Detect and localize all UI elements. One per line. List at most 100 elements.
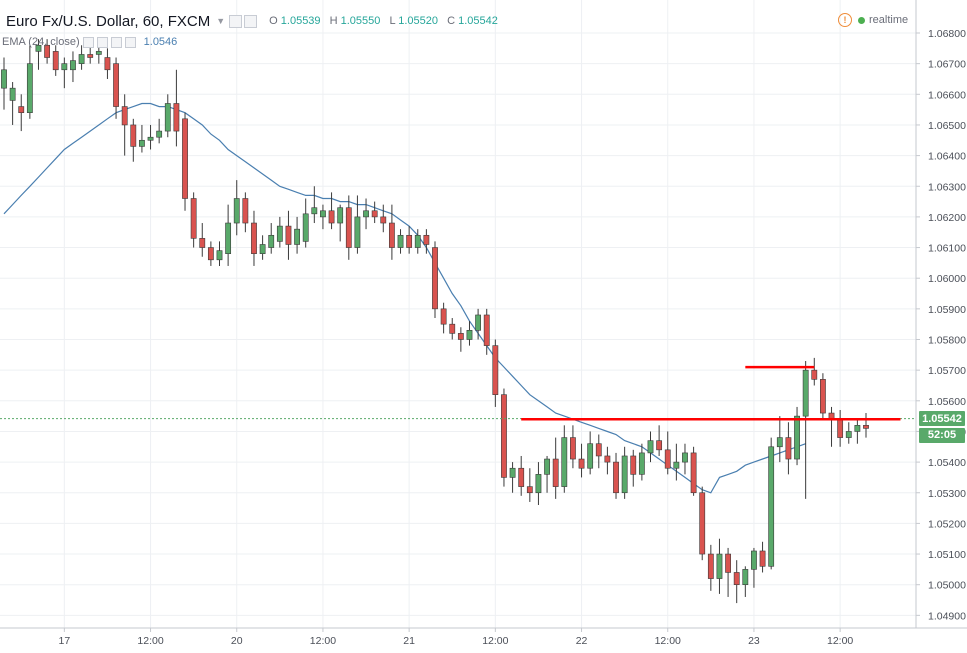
candle: [475, 308, 481, 340]
candle-body: [518, 467, 525, 487]
candle-body: [9, 87, 16, 101]
candle: [440, 302, 447, 334]
candle: [483, 308, 490, 355]
candle-body: [794, 415, 800, 460]
candle-body: [733, 572, 740, 586]
candle-body: [302, 213, 309, 242]
candle-body: [285, 225, 292, 245]
candle-body: [742, 569, 749, 585]
add-icon[interactable]: [110, 36, 122, 48]
candle-body: [725, 553, 731, 573]
warning-icon[interactable]: !: [838, 13, 852, 27]
x-tick-label: 20: [231, 635, 243, 647]
candle: [811, 357, 818, 386]
candle-body: [630, 455, 637, 475]
candle: [294, 216, 300, 254]
candle: [337, 204, 344, 242]
candle: [682, 443, 688, 475]
candle-body: [561, 437, 568, 487]
ohlc-readout: O 1.05539 H 1.05550 L 1.05520 C 1.05542: [269, 15, 498, 27]
candle-body: [156, 130, 163, 138]
candle: [388, 204, 395, 260]
candle-body: [457, 333, 464, 340]
y-tick-label: 1.05600: [928, 396, 966, 408]
candle-body: [552, 458, 559, 487]
candle-body: [164, 103, 171, 132]
candle-body: [621, 455, 628, 494]
candle-body: [190, 198, 197, 239]
candle: [104, 48, 111, 79]
candle: [345, 195, 352, 260]
grid: [0, 0, 916, 628]
open-label: O: [269, 15, 278, 27]
candle-body: [656, 440, 663, 451]
candle: [423, 229, 430, 254]
candle: [233, 180, 240, 236]
candle-body: [638, 452, 645, 475]
y-tick-label: 1.05400: [928, 457, 966, 469]
candle-body: [845, 431, 852, 438]
candle: [656, 425, 663, 456]
time-axis[interactable]: 17 12:00 20 12:00 21 12:00 22 12:00 23 12:00: [58, 628, 853, 647]
candle: [276, 216, 283, 248]
candle-body: [104, 57, 111, 71]
indicator-label[interactable]: EMA (24, close): [2, 36, 80, 48]
chevron-down-icon[interactable]: ▼: [216, 16, 226, 26]
candle-body: [423, 234, 430, 245]
settings-icon[interactable]: [96, 36, 108, 48]
y-tick-label: 1.06500: [928, 120, 966, 132]
candle: [242, 192, 249, 233]
candle-body: [526, 486, 533, 494]
candle-body: [78, 54, 85, 64]
close-icon[interactable]: [124, 36, 136, 48]
candle-body: [802, 369, 809, 417]
price-axis[interactable]: 1.06800 1.06700 1.06600 1.06500 1.06400 1.063…: [916, 28, 966, 622]
candle-body: [768, 446, 775, 567]
candle: [535, 462, 542, 506]
candle: [707, 544, 714, 591]
y-tick-label: 1.05700: [928, 365, 966, 377]
candle: [35, 39, 42, 70]
candle: [854, 419, 861, 444]
candle: [9, 82, 16, 125]
settings-icon[interactable]: [229, 14, 243, 28]
y-tick-label: 1.05300: [928, 488, 966, 500]
candle: [190, 192, 197, 248]
close-value: 1.05542: [458, 15, 498, 27]
close-label: C: [447, 15, 456, 27]
candle: [52, 45, 59, 76]
last-price-tag: 1.05542: [919, 411, 965, 427]
y-tick-label: 1.05200: [928, 518, 966, 530]
candle-body: [44, 44, 50, 58]
realtime-label: realtime: [869, 14, 909, 26]
candle: [130, 118, 137, 162]
y-tick-label: 1.06200: [928, 212, 966, 224]
candle-body: [242, 198, 249, 224]
candle-body: [509, 467, 516, 478]
candle-body: [432, 247, 438, 310]
y-tick-label: 1.06000: [928, 273, 966, 285]
candle-body: [544, 458, 550, 475]
status-dot-icon: [858, 16, 865, 24]
symbol-title[interactable]: Euro Fx/U.S. Dollar, 60, FXCM: [6, 12, 211, 30]
candle: [561, 425, 568, 493]
candle-body: [113, 63, 119, 107]
candle: [845, 422, 852, 444]
candle-body: [61, 63, 68, 71]
candle-body: [147, 136, 154, 141]
candle-body: [492, 345, 499, 395]
candle: [725, 547, 731, 597]
y-tick-label: 1.05000: [928, 580, 966, 592]
high-value: 1.05550: [340, 15, 381, 27]
y-tick-label: 1.04900: [928, 610, 966, 622]
candle: [492, 339, 499, 407]
x-tick-label: 22: [576, 635, 588, 647]
candle: [759, 541, 766, 573]
candle-body: [854, 425, 861, 432]
eye-icon[interactable]: [82, 36, 94, 48]
candle: [716, 538, 723, 594]
eye-icon[interactable]: [244, 14, 258, 28]
candle: [139, 124, 145, 153]
candle-body: [207, 247, 214, 261]
